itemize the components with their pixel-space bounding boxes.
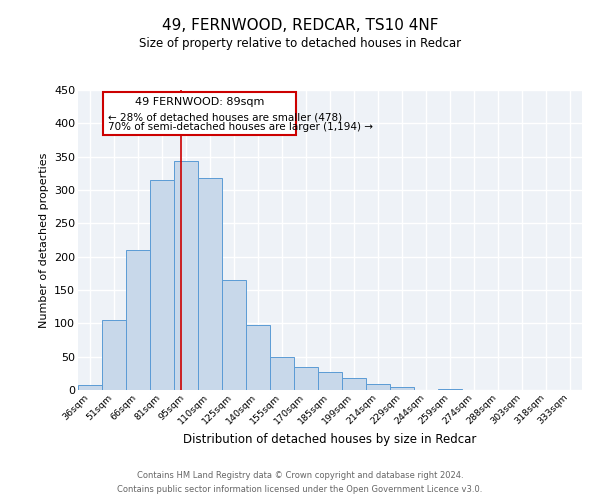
- Bar: [318, 372, 342, 390]
- Text: Contains HM Land Registry data © Crown copyright and database right 2024.: Contains HM Land Registry data © Crown c…: [137, 472, 463, 480]
- Bar: [78, 386, 102, 390]
- Bar: [270, 356, 294, 390]
- Bar: [390, 386, 414, 390]
- Text: 70% of semi-detached houses are larger (1,194) →: 70% of semi-detached houses are larger (…: [108, 122, 373, 132]
- Text: 49, FERNWOOD, REDCAR, TS10 4NF: 49, FERNWOOD, REDCAR, TS10 4NF: [162, 18, 438, 32]
- Bar: [198, 178, 222, 390]
- Text: Size of property relative to detached houses in Redcar: Size of property relative to detached ho…: [139, 38, 461, 51]
- Bar: [366, 384, 390, 390]
- X-axis label: Distribution of detached houses by size in Redcar: Distribution of detached houses by size …: [184, 434, 476, 446]
- Bar: [174, 162, 198, 390]
- Bar: [246, 326, 270, 390]
- Bar: [294, 366, 318, 390]
- Bar: [150, 180, 174, 390]
- Bar: [102, 320, 126, 390]
- Bar: [222, 280, 246, 390]
- Text: ← 28% of detached houses are smaller (478): ← 28% of detached houses are smaller (47…: [108, 112, 342, 122]
- Text: 49 FERNWOOD: 89sqm: 49 FERNWOOD: 89sqm: [135, 98, 265, 108]
- Bar: [126, 250, 150, 390]
- Bar: [438, 388, 462, 390]
- Y-axis label: Number of detached properties: Number of detached properties: [38, 152, 49, 328]
- Bar: [342, 378, 366, 390]
- Text: Contains public sector information licensed under the Open Government Licence v3: Contains public sector information licen…: [118, 484, 482, 494]
- FancyBboxPatch shape: [103, 92, 296, 134]
